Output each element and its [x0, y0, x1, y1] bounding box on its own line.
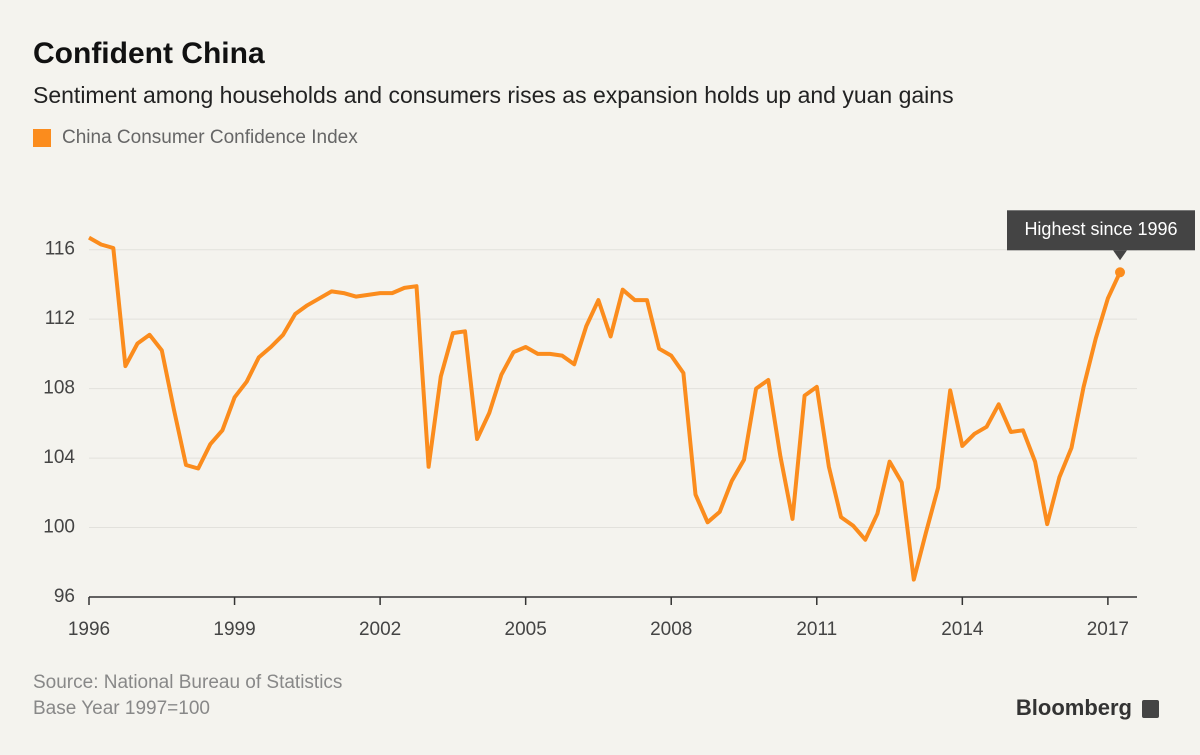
annotation-box — [1007, 210, 1195, 251]
x-tick-label: 2011 — [796, 619, 837, 640]
chart-title: Confident China — [33, 37, 265, 70]
annotation-pointer — [1113, 250, 1128, 261]
brand: Bloomberg — [1016, 695, 1132, 720]
chart-subtitle: Sentiment among households and consumers… — [33, 82, 954, 108]
y-tick-label: 112 — [45, 308, 75, 329]
annotation: Highest since 1996 — [1024, 219, 1177, 239]
y-tick-label: 104 — [43, 447, 75, 468]
x-tick-label: 1996 — [68, 619, 110, 640]
legend-swatch — [33, 129, 51, 147]
y-tick-label: 96 — [54, 586, 75, 607]
x-tick-label: 2014 — [941, 619, 984, 640]
x-tick-label: 2002 — [359, 619, 401, 640]
brand-icon — [1142, 700, 1159, 718]
legend-label: China Consumer Confidence Index — [62, 127, 358, 148]
source: Source: National Bureau of Statistics — [33, 672, 342, 693]
line — [88, 235, 1122, 582]
highlight-point — [1115, 267, 1126, 278]
x-tick-label: 2017 — [1087, 619, 1129, 640]
y-tick-label: 108 — [43, 378, 75, 399]
x-tick-label: 2005 — [505, 619, 547, 640]
x-tick-label: 2008 — [650, 619, 692, 640]
y-tick-label: 100 — [43, 517, 75, 538]
x-tick-label: 1999 — [213, 619, 255, 640]
y-tick-label: 116 — [45, 239, 75, 260]
note: Base Year 1997=100 — [33, 698, 210, 719]
